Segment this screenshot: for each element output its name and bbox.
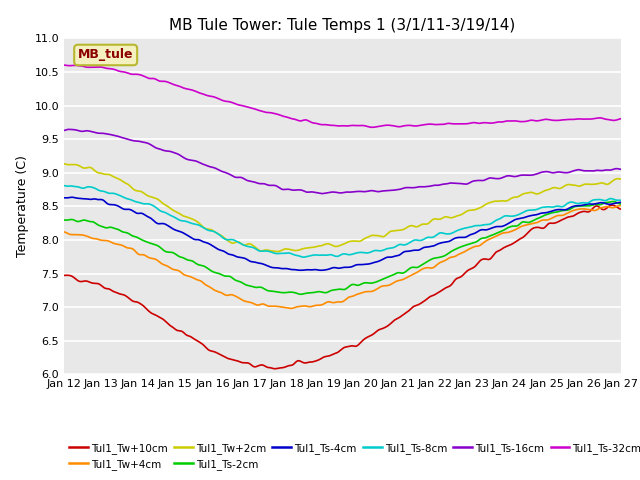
Legend: Tul1_Tw+10cm, Tul1_Tw+4cm, Tul1_Tw+2cm, Tul1_Ts-2cm, Tul1_Ts-4cm, Tul1_Ts-8cm, T: Tul1_Tw+10cm, Tul1_Tw+4cm, Tul1_Tw+2cm, … <box>69 443 640 470</box>
Title: MB Tule Tower: Tule Temps 1 (3/1/11-3/19/14): MB Tule Tower: Tule Temps 1 (3/1/11-3/19… <box>169 18 516 33</box>
Y-axis label: Temperature (C): Temperature (C) <box>16 156 29 257</box>
Text: MB_tule: MB_tule <box>78 48 133 61</box>
